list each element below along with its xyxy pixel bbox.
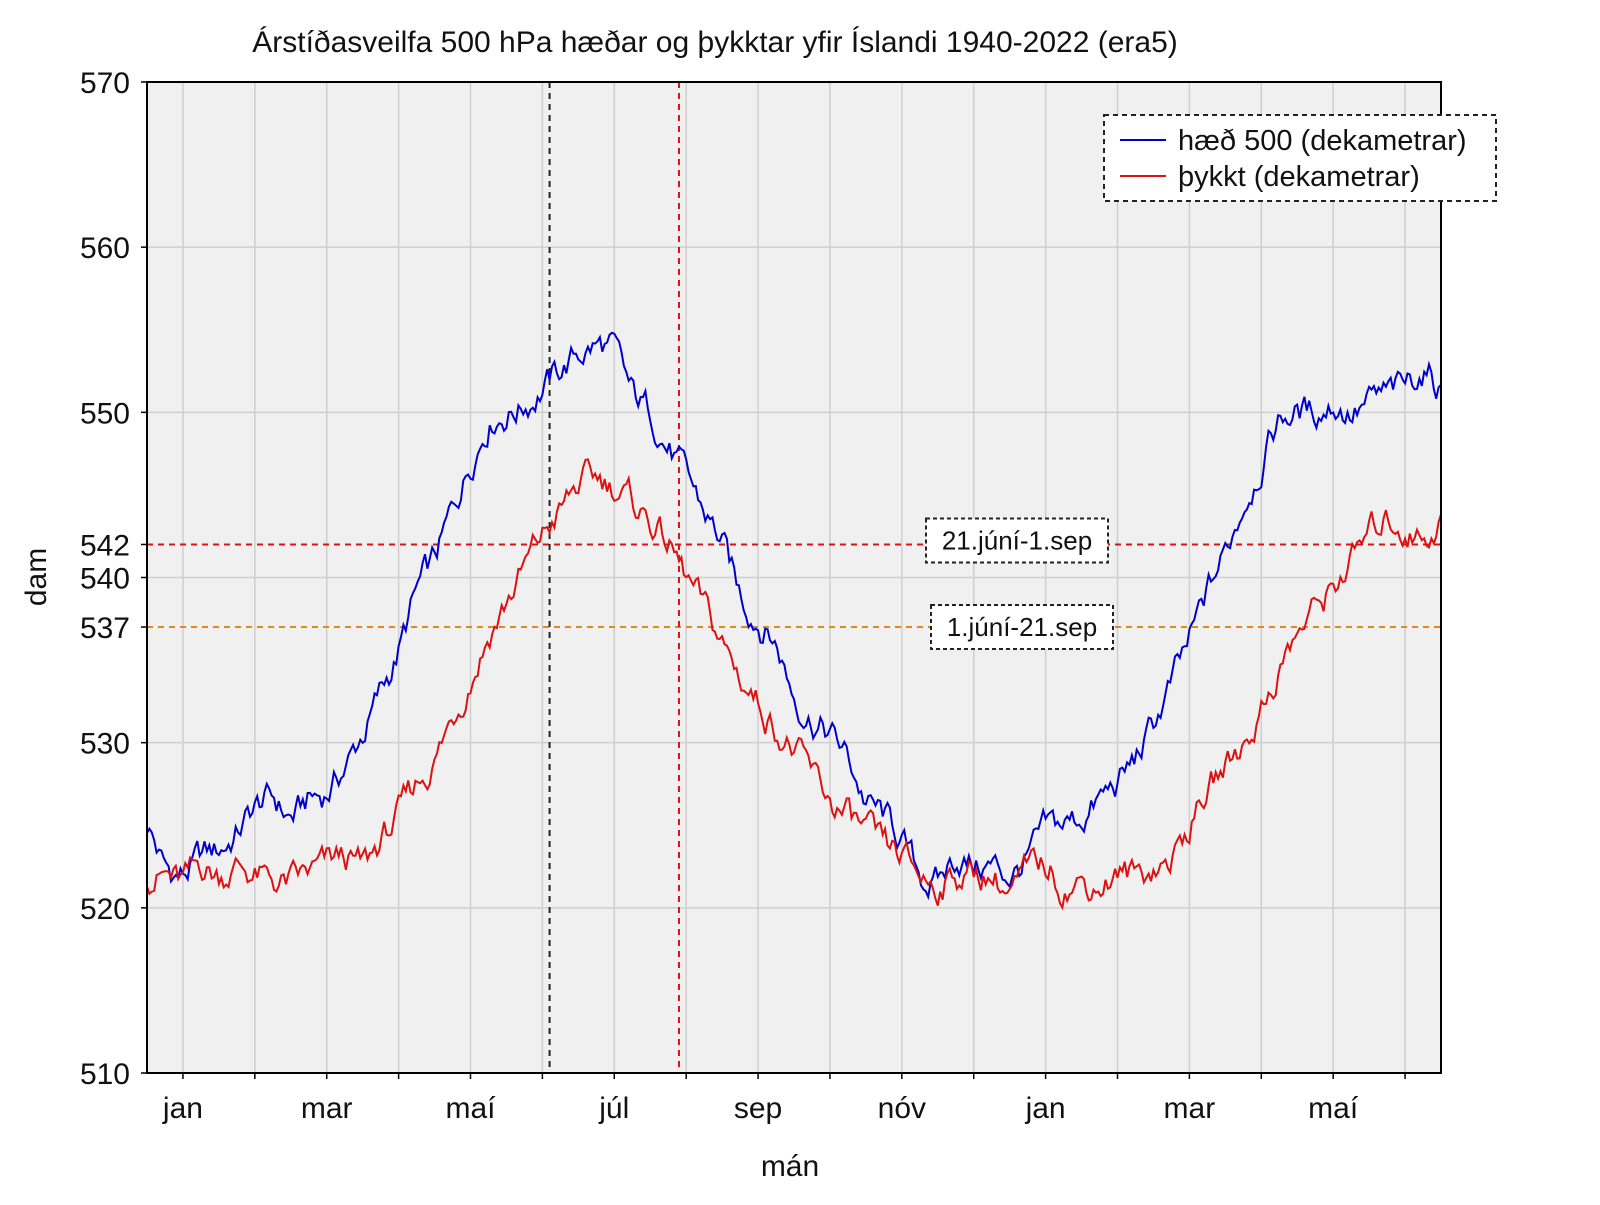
chart-title: Árstíðasveilfa 500 hPa hæðar og þykktar …	[252, 26, 1178, 59]
x-tick-label: júl	[598, 1092, 629, 1125]
x-tick-label: mar	[1164, 1092, 1216, 1125]
series-line	[146, 458, 1442, 911]
x-tick-label: jan	[162, 1092, 203, 1125]
y-tick-label: 530	[80, 728, 130, 761]
y-tick-label: 560	[80, 232, 130, 265]
reference-line-label: 21.júní-1.sep	[942, 525, 1092, 555]
y-tick-label: 540	[80, 563, 130, 596]
series-lines	[146, 331, 1442, 911]
y-tick-label: 570	[80, 67, 130, 100]
x-tick-label: jan	[1025, 1092, 1066, 1125]
x-tick-label: maí	[445, 1092, 496, 1125]
legend: hæð 500 (dekametrar) þykkt (dekametrar)	[1103, 114, 1497, 202]
x-tick-label: mar	[301, 1092, 353, 1125]
reference-label-box	[925, 517, 1109, 564]
x-axis-label: mán	[761, 1150, 819, 1183]
reference-line-label: 1.júní-21.sep	[947, 612, 1097, 642]
x-tick-label: sep	[734, 1092, 782, 1125]
reference-label-box	[930, 604, 1114, 651]
y-tick-label: 550	[80, 397, 130, 430]
y-tick-label: 510	[80, 1058, 130, 1091]
legend-box	[1103, 114, 1497, 202]
x-tick-label: nóv	[878, 1092, 926, 1125]
legend-entry: hæð 500 (dekametrar)	[1178, 125, 1467, 157]
series-line	[146, 331, 1442, 901]
legend-entry: þykkt (dekametrar)	[1178, 161, 1420, 193]
x-axis-ticks: jan mar maí júl sep nóv jan mar maí	[162, 1073, 1406, 1125]
grid-lines	[147, 82, 1441, 1073]
x-tick-label: maí	[1308, 1092, 1359, 1125]
y-axis-label: dam	[20, 548, 53, 606]
y-tick-label: 542	[80, 529, 130, 562]
y-tick-label: 520	[80, 893, 130, 926]
y-tick-label: 537	[80, 612, 130, 645]
